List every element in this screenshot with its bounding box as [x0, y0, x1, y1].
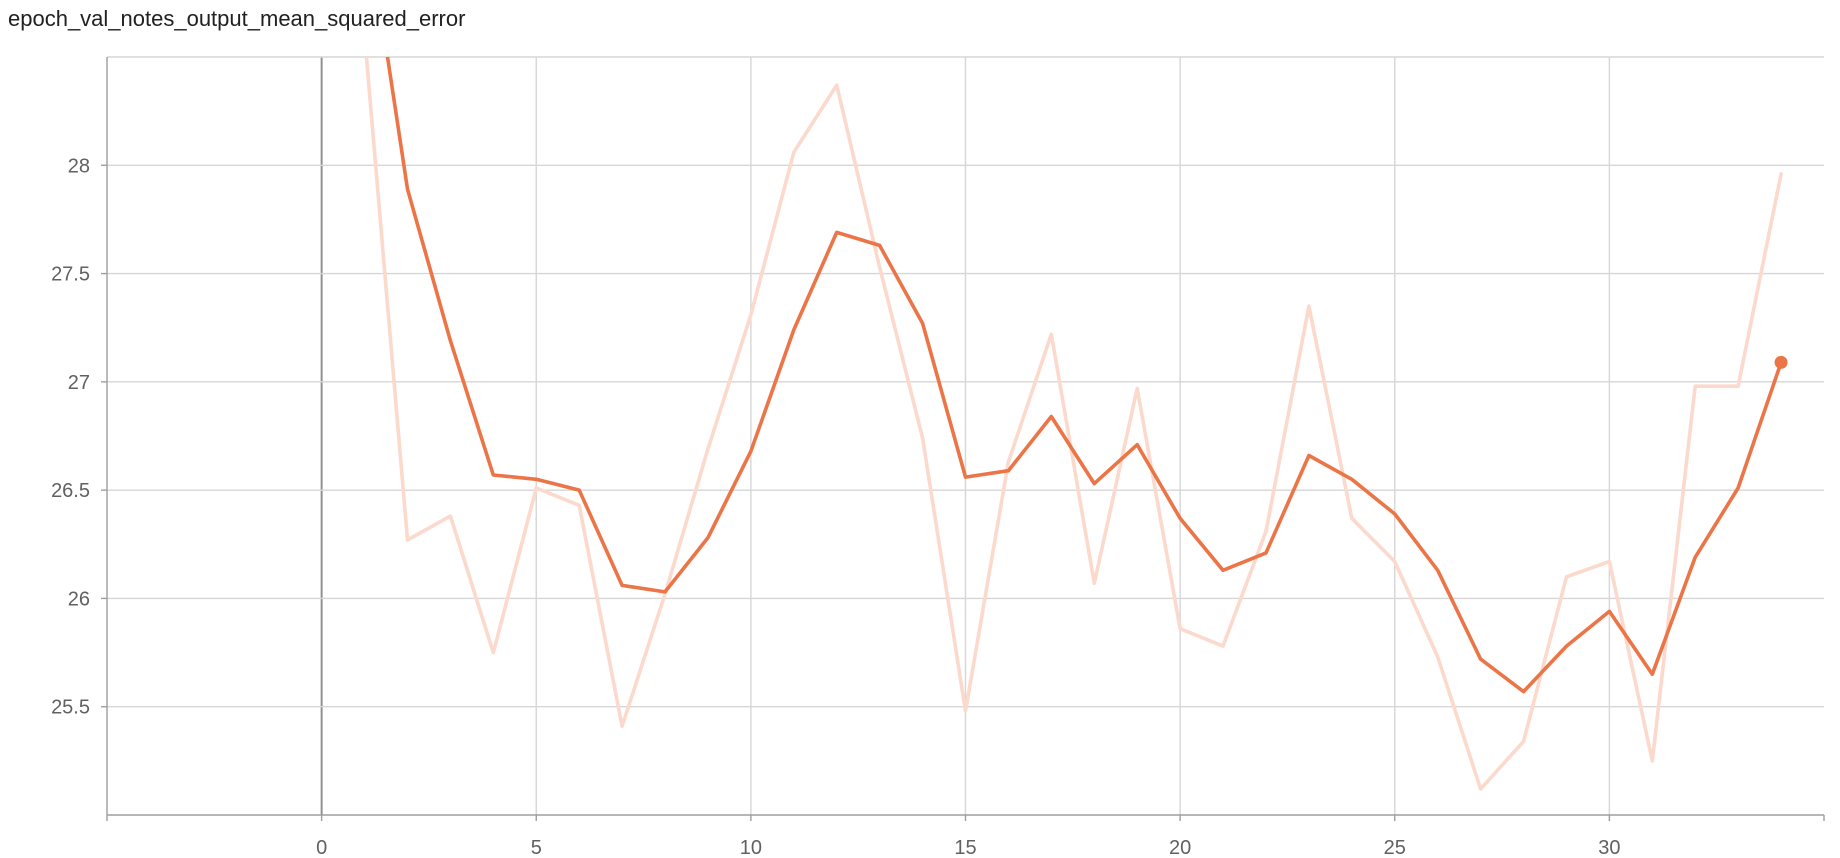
y-tick-label: 25.5: [51, 697, 90, 719]
x-tick-label: 30: [1598, 837, 1620, 858]
x-tick-label: 10: [740, 837, 762, 858]
axes: [101, 57, 1825, 821]
x-tick-label: 0: [316, 837, 327, 858]
x-tick-label: 20: [1169, 837, 1191, 858]
series-layer: [364, 57, 1783, 791]
chart-title: epoch_val_notes_output_mean_squared_erro…: [8, 6, 466, 31]
y-tick-label: 26: [68, 588, 90, 610]
last-value-marker: [1774, 355, 1788, 369]
y-tick-label: 28: [68, 155, 90, 177]
marker-layer: [1774, 355, 1788, 369]
smoothed-series-line: [385, 57, 1783, 694]
x-tick-label: 15: [954, 837, 976, 858]
y-tick-label: 26.5: [51, 480, 90, 502]
grid: [107, 56, 1824, 815]
x-tick-label: 5: [531, 837, 542, 858]
x-tick-label: 25: [1384, 837, 1406, 858]
tick-labels: 0 5 10 15 20 25 30 25.5 26 26.5 27 27.5 28: [51, 155, 1620, 858]
raw-series-line: [364, 57, 1783, 791]
y-tick-label: 27.5: [51, 264, 90, 286]
y-tick-label: 27: [68, 372, 90, 394]
